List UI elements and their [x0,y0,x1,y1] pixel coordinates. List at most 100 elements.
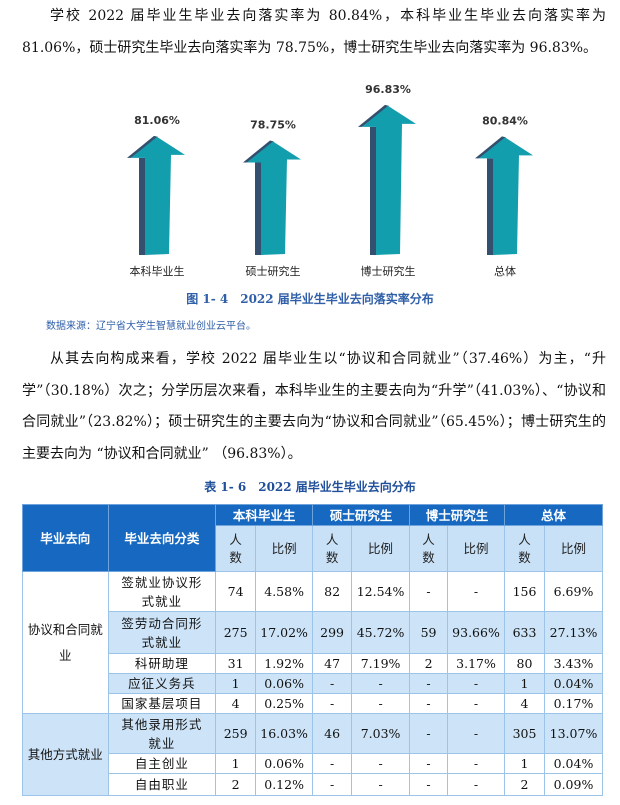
ratio-cell: 7.03% [351,713,411,754]
count-cell: 31 [215,653,257,674]
arrow-bar [127,135,185,255]
ratio-cell: 0.25% [255,693,314,714]
count-cell: - [409,693,449,714]
arrow-side [255,162,261,255]
ratio-cell: - [351,773,411,796]
arrow-head-side [243,140,274,163]
arrow-face [247,141,301,255]
category-cell: 其他录用形式就业 [107,713,217,754]
arrow-side [139,157,145,255]
ratio-cell: 27.13% [543,611,604,654]
ratio-cell: 3.43% [543,653,604,674]
arrow-bar [475,136,533,255]
header-group: 总体 [504,504,603,526]
subheader-ratio: 比例 [543,525,604,572]
header-group: 博士研究生 [409,504,505,526]
ratio-cell: 0.04% [543,753,604,774]
ratio-cell: 17.02% [255,611,314,654]
count-cell: 2 [504,773,545,796]
category-cell: 应征义务兵 [107,673,217,694]
count-cell: 275 [215,611,257,654]
subheader-count: 人数 [504,525,545,572]
destination-cell: 协议和合同就业 [22,571,109,714]
count-cell: - [409,753,449,774]
ratio-cell: 0.09% [543,773,604,796]
ratio-cell: - [447,571,505,612]
count-cell: - [409,773,449,796]
count-cell: 305 [504,713,545,754]
count-cell: 80 [504,653,545,674]
arrow-face [362,105,416,256]
ratio-cell: 7.19% [351,653,411,674]
ratio-cell: 16.03% [255,713,314,754]
analysis-paragraph: 从其去向构成来看，学校 2022 届毕业生以“协议和合同就业”（37.46%）为… [22,351,606,462]
count-cell: 47 [312,653,353,674]
count-cell: - [312,773,353,796]
figure-caption: 图 1- 4 2022 届毕业生毕业去向落实率分布 [186,292,434,306]
destination-cell: 其他方式就业 [22,713,109,796]
header-destination: 毕业去向 [22,504,109,572]
header-group: 本科毕业生 [215,504,314,526]
count-cell: - [409,713,449,754]
count-cell: 633 [504,611,545,654]
ratio-cell: 0.06% [255,673,314,694]
count-cell: 59 [409,611,449,654]
count-cell: 2 [409,653,449,674]
ratio-cell: - [351,673,411,694]
category-label: 总体 [494,264,516,278]
subheader-count: 人数 [312,525,353,572]
category-cell: 科研助理 [107,653,217,674]
ratio-cell: - [447,713,505,754]
ratio-cell: 93.66% [447,611,505,654]
data-label: 81.06% [134,114,180,127]
category-label: 本科毕业生 [130,264,185,278]
category-cell: 国家基层项目 [107,693,217,714]
arrow-face [131,136,185,255]
count-cell: 2 [215,773,257,796]
ratio-cell: 12.54% [351,571,411,612]
subheader-ratio: 比例 [351,525,411,572]
intro-paragraph: 学校 2022 届毕业生毕业去向落实率为 80.84%，本科毕业生毕业去向落实率… [22,8,606,56]
count-cell: 1 [504,673,545,694]
arrow-face [479,137,533,255]
destination-table: 毕业去向 毕业去向分类 本科毕业生 硕士研究生 博士研究生 总体 人数 比例 人数比… [22,504,604,796]
category-cell: 自由职业 [107,773,217,796]
ratio-cell: 0.12% [255,773,314,796]
count-cell: - [312,753,353,774]
table-row: 科研助理 31 1.92% 47 7.19% 2 3.17% 80 3.43% [23,653,604,674]
table-row: 应征义务兵 1 0.06% - - - -1 0.04% [23,673,604,694]
count-cell: 4 [504,693,545,714]
ratio-cell: 13.07% [543,713,604,754]
count-cell: - [312,693,353,714]
category-label: 硕士研究生 [246,264,301,278]
count-cell: - [409,673,449,694]
table-caption: 表 1- 6 2022 届毕业生毕业去向分布 [204,480,416,494]
count-cell: 4 [215,693,257,714]
count-cell: 259 [215,713,257,754]
ratio-cell: 0.17% [543,693,604,714]
table-row: 国家基层项目 4 0.25% - - - -4 0.17% [23,693,604,714]
ratio-cell: 3.17% [447,653,505,674]
count-cell: - [312,673,353,694]
table-row: 其他方式就业 其他录用形式就业 259 16.03% 46 7.03% - -305 13.07… [22,713,604,796]
ratio-cell: 0.06% [255,753,314,774]
ratio-cell: 4.58% [255,571,314,612]
count-cell: 46 [312,713,353,754]
count-cell: 82 [312,571,353,612]
table-row: 签劳动合同形式就业 275 17.02% 299 45.72% 59 93.66% 633 27… [23,611,604,654]
arrow-bar [358,104,416,256]
arrow-chart: 81.06% 本科毕业生 78.75% 硕士研究生 96.83% 博士研究生 80.84% 总… [127,83,533,278]
data-label: 96.83% [365,83,411,96]
table-row: 协议和合同就业 签就业协议形式就业 74 4.58% 82 12.54% - -156 6.69… [22,571,604,714]
category-cell: 自主创业 [107,753,217,774]
subheader-ratio: 比例 [255,525,314,572]
arrow-head-side [358,104,389,127]
arrow-head-side [475,136,506,159]
arrow-side [370,126,376,256]
count-cell: - [409,571,449,612]
subheader-count: 人数 [409,525,449,572]
ratio-cell: 0.04% [543,673,604,694]
ratio-cell: - [351,693,411,714]
subheader-ratio: 比例 [447,525,505,572]
count-cell: 1 [215,673,257,694]
